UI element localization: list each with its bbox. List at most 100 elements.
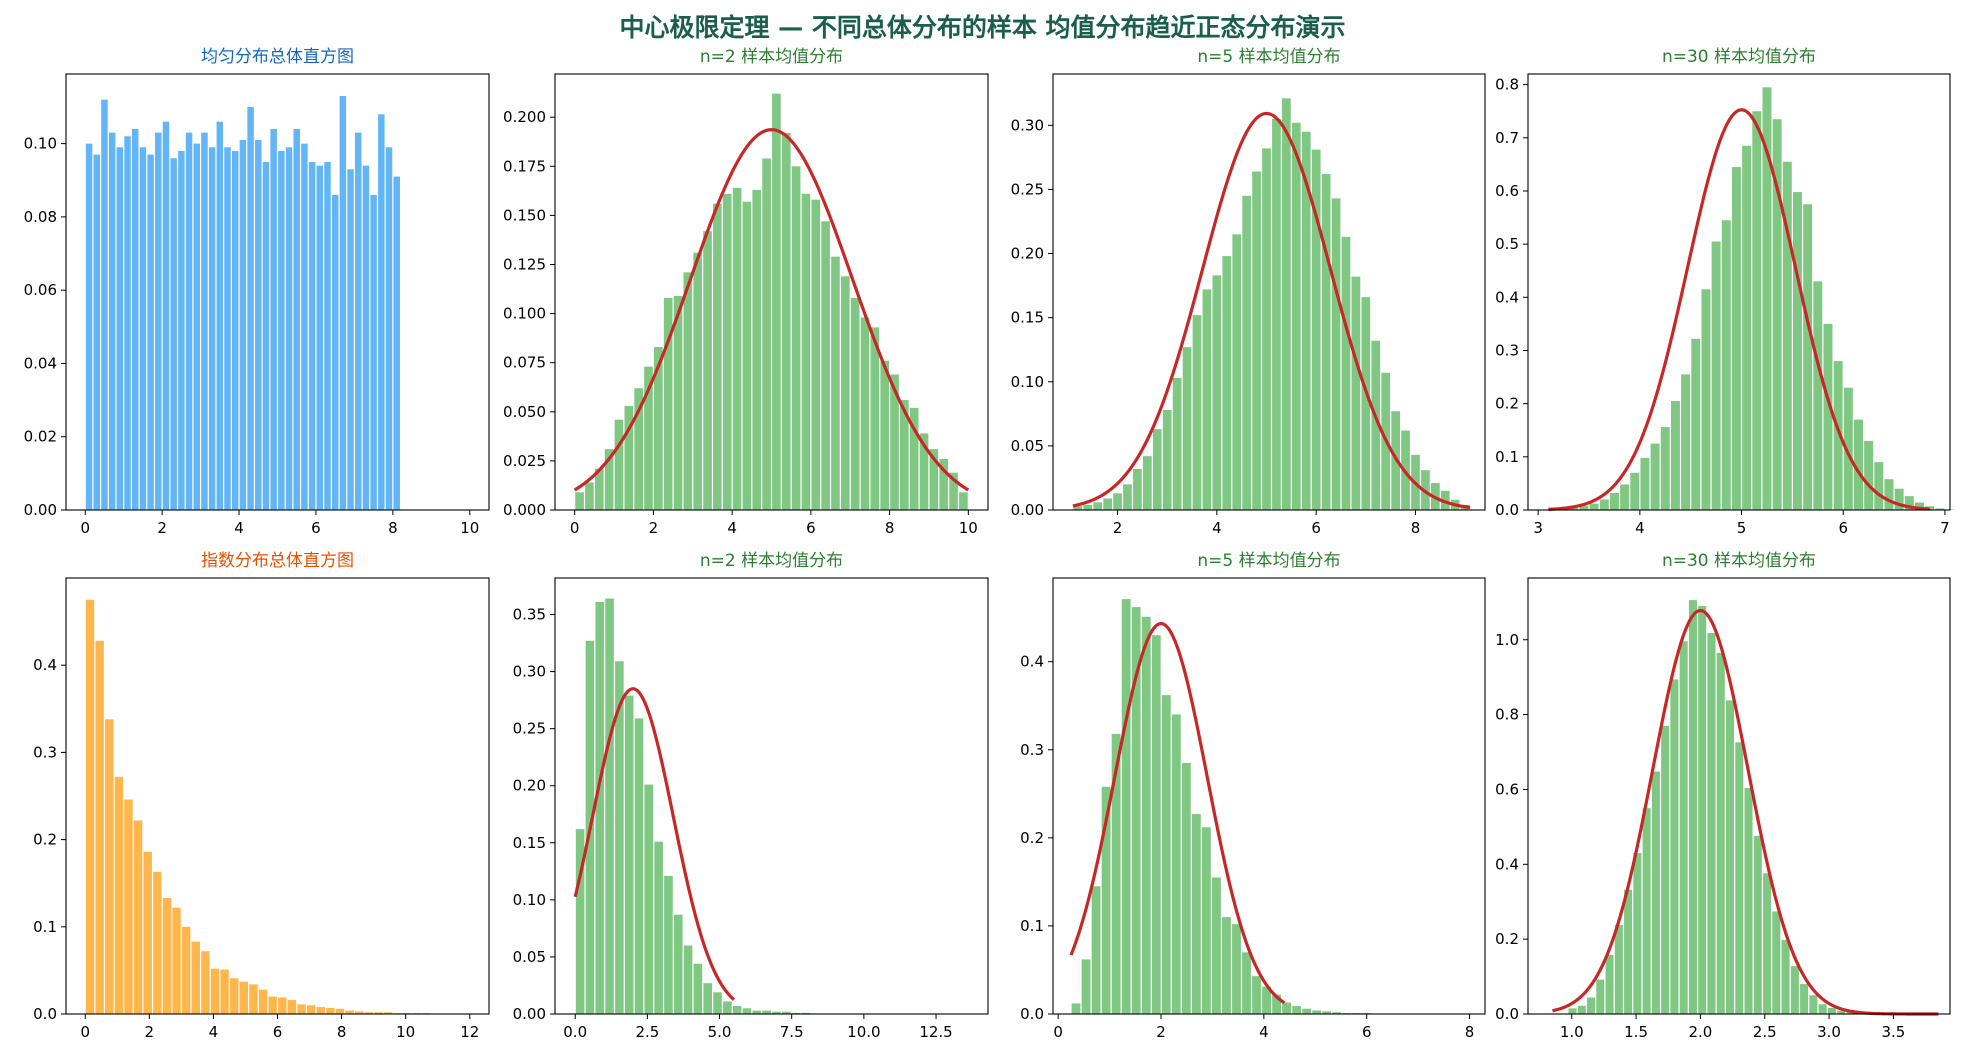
subplot-exp-mean-n30-ytick-label: 0.4 [1495, 855, 1519, 873]
subplot-uniform-mean-n2-xtick-label: 2 [649, 519, 659, 537]
subplot-uniform-mean-n30-bar [1671, 401, 1680, 510]
subplot-exp-mean-n30-bar [1652, 771, 1660, 1014]
subplot-uniform-mean-n5-bar [1093, 502, 1102, 510]
subplot-exp-population-ytick-label: 0.2 [33, 831, 57, 849]
subplot-exp-mean-n2-bar [684, 946, 693, 1014]
subplot-exp-mean-n5-bar [1212, 877, 1221, 1014]
subplot-uniform-mean-n2-bar [772, 94, 781, 510]
subplot-exp-population-bar [297, 1004, 305, 1014]
subplot-uniform-mean-n5-ytick-label: 0.00 [1011, 501, 1044, 519]
subplot-exp-population-ytick-label: 0.4 [33, 656, 57, 674]
subplot-exp-mean-n2-ytick-label: 0.10 [513, 891, 546, 909]
subplot-exp-mean-n30-bar [1633, 853, 1641, 1014]
subplot-exp-population-ytick-label: 0.0 [33, 1005, 57, 1023]
subplot-uniform-population-ytick-label: 0.08 [24, 208, 57, 226]
subplot-uniform-mean-n2-bar [703, 231, 712, 510]
subplot-uniform-mean-n5-bar [1153, 429, 1162, 510]
subplot-exp-mean-n30-xtick-label: 1.5 [1624, 1023, 1648, 1041]
subplot-exp-mean-n2-bar [694, 964, 703, 1014]
subplot-uniform-population-bar [217, 122, 223, 510]
subplot-uniform-population-bar [194, 144, 200, 510]
subplot-exp-mean-n2-bar [605, 599, 614, 1014]
subplot-exp-mean-n30-bar [1587, 998, 1595, 1014]
subplot-exp-mean-n30-xtick-label: 3.0 [1817, 1023, 1841, 1041]
subplot-uniform-mean-n30-xtick-label: 5 [1737, 519, 1747, 537]
subplot-exp-mean-n30-bar [1744, 788, 1752, 1014]
subplot-uniform-population-bar [147, 155, 153, 510]
subplot-exp-mean-n5-ytick-label: 0.3 [1020, 741, 1044, 759]
subplot-uniform-mean-n30-ytick-label: 0.2 [1495, 395, 1519, 413]
subplot-uniform-mean-n5-ytick-label: 0.20 [1011, 245, 1044, 263]
subplot-exp-mean-n2-ytick-label: 0.35 [513, 606, 546, 624]
subplot-exp-mean-n30-title: n=30 样本均值分布 [1662, 551, 1816, 571]
subplot-exp-mean-n2-xtick-label: 2.5 [635, 1023, 659, 1041]
subplot-uniform-population-xtick-label: 2 [157, 519, 167, 537]
subplot-exp-mean-n30-bar [1670, 679, 1678, 1014]
subplot-uniform-population-xtick-label: 0 [80, 519, 90, 537]
subplot-exp-mean-n30-bar [1698, 606, 1706, 1014]
subplot-uniform-mean-n5-ytick-label: 0.05 [1011, 437, 1044, 455]
subplot-exp-mean-n5-bar [1092, 886, 1101, 1014]
subplot-exp-mean-n30-xtick-label: 2.0 [1688, 1023, 1712, 1041]
subplot-uniform-mean-n5-ytick-label: 0.10 [1011, 373, 1044, 391]
subplot-exp-mean-n5-bar [1142, 617, 1151, 1014]
subplot-exp-mean-n30-bar [1828, 1008, 1836, 1014]
subplot-uniform-mean-n30-bar [1813, 281, 1822, 510]
subplot-uniform-mean-n30-bar [1600, 499, 1609, 510]
subplot-exp-mean-n5-bar [1192, 814, 1201, 1014]
subplot-exp-mean-n30-bar [1819, 1004, 1827, 1014]
subplot-exp-mean-n5-xtick-label: 4 [1259, 1023, 1269, 1041]
subplot-uniform-mean-n30-bar [1610, 493, 1619, 510]
subplot-uniform-mean-n5-bar [1203, 289, 1212, 510]
subplot-exp-population-ytick-label: 0.1 [33, 918, 57, 936]
subplot-exp-mean-n5-xtick-label: 8 [1465, 1023, 1475, 1041]
subplot-exp-population-ytick-label: 0.3 [33, 743, 57, 761]
subplot-exp-mean-n2-bar [595, 602, 604, 1014]
subplot-exp-population-bar [95, 641, 103, 1014]
subplot-uniform-mean-n30-xtick-label: 7 [1940, 519, 1950, 537]
subplot-exp-mean-n2-xtick-label: 10.0 [847, 1023, 880, 1041]
subplot-exp-mean-n2-bar [713, 992, 722, 1014]
subplot-uniform-population-bar [340, 96, 346, 510]
subplot-uniform-mean-n2-normal-curve [575, 130, 969, 490]
subplot-uniform-mean-n5-ytick-label: 0.25 [1011, 180, 1044, 198]
subplot-exp-mean-n2-bar [703, 983, 712, 1014]
subplot-uniform-mean-n30-bar [1681, 374, 1690, 510]
subplot-uniform-mean-n2-bar [684, 272, 693, 510]
subplot-uniform-population-xtick-label: 10 [460, 519, 479, 537]
subplot-exp-population-xtick-label: 0 [80, 1023, 90, 1041]
subplot-exp-mean-n2-ytick-label: 0.05 [513, 948, 546, 966]
subplot-exp-mean-n5-ytick-label: 0.0 [1020, 1005, 1044, 1023]
subplot-uniform-mean-n5-bar [1193, 315, 1202, 510]
subplot-uniform-mean-n2-bar [782, 133, 791, 510]
subplot-exp-mean-n2-xtick-label: 12.5 [919, 1023, 952, 1041]
subplot-uniform-mean-n5-bar [1213, 275, 1222, 510]
subplot-uniform-population-bar [155, 133, 161, 510]
subplot-exp-population-xtick-label: 8 [337, 1023, 347, 1041]
subplot-uniform-mean-n2-bar [743, 202, 752, 510]
subplot-uniform-mean-n30-ytick-label: 0.1 [1495, 448, 1519, 466]
subplot-exp-mean-n30-bar [1717, 653, 1725, 1014]
subplot-uniform-mean-n2-bar [615, 420, 624, 510]
subplot-uniform-mean-n30-ytick-label: 0.5 [1495, 235, 1519, 253]
subplot-uniform-mean-n5-bar [1252, 171, 1261, 510]
subplot-uniform-mean-n30-bar [1732, 167, 1741, 510]
subplot-uniform-mean-n2-xtick-label: 10 [959, 519, 978, 537]
subplot-uniform-mean-n5-bar [1123, 484, 1132, 510]
subplot-exp-mean-n30-bar [1568, 1008, 1576, 1014]
subplot-uniform-population-bar [363, 166, 369, 510]
subplot-uniform-mean-n5-bar [1242, 196, 1251, 510]
subplot-uniform-mean-n2-xtick-label: 6 [806, 519, 816, 537]
subplot-uniform-mean-n2-title: n=2 样本均值分布 [700, 47, 843, 67]
subplot-uniform-mean-n5-xtick-label: 6 [1311, 519, 1321, 537]
subplot-exp-mean-n30-bar [1624, 890, 1632, 1014]
subplot-exp-population-bar [182, 927, 190, 1014]
subplot-uniform-population-bar [124, 136, 130, 510]
subplot-uniform-population-bar [293, 129, 299, 510]
subplot-uniform-population-bar [370, 195, 376, 510]
subplot-uniform-population-bar [324, 162, 330, 510]
subplot-exp-population-bar [259, 990, 267, 1014]
subplot-exp-population-xtick-label: 4 [209, 1023, 219, 1041]
subplot-uniform-mean-n2-bar [871, 327, 880, 510]
